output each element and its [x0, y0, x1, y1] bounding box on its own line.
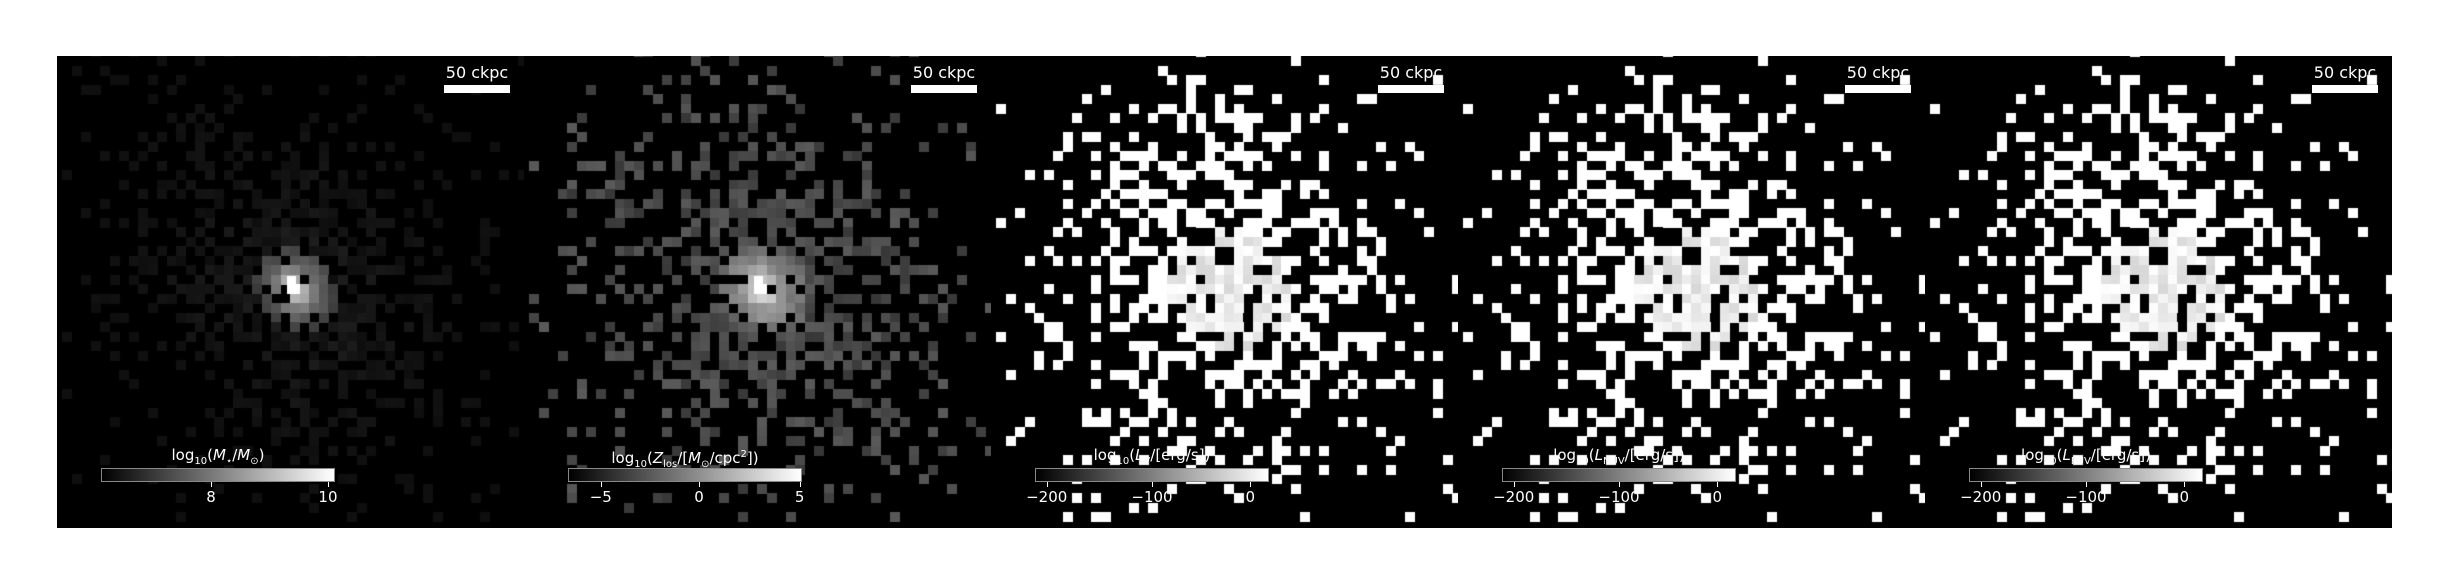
- stellar-mass-map-panel: 50 ckpc log10(M⋆/M⊙) 8 10: [57, 56, 524, 528]
- scalebar-bar: [911, 85, 977, 93]
- scalebar: 50 ckpc: [1378, 64, 1444, 93]
- colorbar-tick: [799, 482, 801, 487]
- colorbar-tick-label: 8: [206, 488, 216, 506]
- v-band-luminosity-map-panel: 50 ckpc log10(LV/[erg/s]) −200 −100 0: [991, 56, 1458, 528]
- colorbar-gradient: [568, 468, 802, 482]
- scalebar-label: 50 ckpc: [912, 63, 976, 82]
- scalebar-label: 50 ckpc: [1846, 63, 1910, 82]
- nuv-luminosity-map: [1458, 56, 1925, 528]
- metallicity-map: [524, 56, 991, 528]
- fuv-luminosity-map: [1925, 56, 2392, 528]
- colorbar-tick: [2086, 482, 2087, 487]
- colorbar-tick-label: 10: [318, 488, 338, 506]
- colorbar-label: log10(LNUV/[erg/s]): [1553, 446, 1685, 467]
- colorbar-label: log10(LFUV/[erg/s]): [2021, 446, 2151, 467]
- colorbar-tick: [1980, 482, 1982, 487]
- colorbar-tick-label: −200: [1960, 488, 2002, 506]
- stellar-mass-map: [57, 56, 524, 528]
- colorbar-tick: [210, 482, 212, 487]
- scalebar-bar: [2312, 85, 2378, 93]
- colorbar-gradient: [1502, 468, 1736, 482]
- colorbar-gradient: [1969, 468, 2203, 482]
- colorbar-tick-label: 0: [2179, 488, 2190, 506]
- fuv-luminosity-map-panel: 50 ckpc log10(LFUV/[erg/s]) −200 −100 0: [1925, 56, 2392, 528]
- scalebar-label: 50 ckpc: [1379, 63, 1443, 82]
- nuv-luminosity-map-panel: 50 ckpc log10(LNUV/[erg/s]) −200 −100 0: [1458, 56, 1925, 528]
- colorbar-tick: [1250, 482, 1252, 487]
- colorbar-label: log10(Zlos/[M⊙/cpc2]): [611, 449, 759, 470]
- colorbar-tick: [1619, 482, 1620, 487]
- colorbar-tick-label: −100: [1131, 488, 1173, 506]
- colorbar-tick-label: −200: [1493, 488, 1535, 506]
- colorbar-tick-label: 0: [1245, 488, 1256, 506]
- colorbar-tick: [2184, 482, 2186, 487]
- colorbar-tick-label: −5: [589, 488, 612, 506]
- scalebar-label: 50 ckpc: [445, 63, 509, 82]
- colorbar-tick-label: −200: [1026, 488, 1068, 506]
- scalebar-label: 50 ckpc: [2313, 63, 2377, 82]
- colorbar-label: log10(LV/[erg/s]): [1093, 446, 1211, 467]
- scalebar: 50 ckpc: [911, 64, 977, 93]
- colorbar-tick-label: 0: [694, 488, 704, 506]
- colorbar-gradient: [101, 468, 335, 482]
- colorbar-tick: [1717, 482, 1719, 487]
- colorbar-tick: [699, 482, 701, 487]
- colorbar-label: log10(M⋆/M⊙): [171, 446, 265, 467]
- scalebar-bar: [1845, 85, 1911, 93]
- v-band-luminosity-map: [991, 56, 1458, 528]
- scalebar: 50 ckpc: [1845, 64, 1911, 93]
- colorbar-tick-label: −100: [2065, 488, 2107, 506]
- metallicity-map-panel: 50 ckpc log10(Zlos/[M⊙/cpc2]) −5 0 5: [524, 56, 991, 528]
- colorbar-tick: [1152, 482, 1153, 487]
- galaxy-map-strip: 50 ckpc log10(M⋆/M⊙) 8 10 50 ckpc log10(…: [57, 56, 2392, 528]
- scalebar-bar: [444, 85, 510, 93]
- colorbar-tick-label: 5: [794, 488, 805, 506]
- colorbar-tick: [1046, 482, 1048, 487]
- colorbar-tick: [327, 482, 329, 487]
- colorbar-gradient: [1035, 468, 1269, 482]
- colorbar-tick-label: 0: [1712, 488, 1723, 506]
- scalebar: 50 ckpc: [444, 64, 510, 93]
- colorbar-tick-label: −100: [1598, 488, 1640, 506]
- colorbar-tick: [600, 482, 602, 487]
- colorbar-tick: [1513, 482, 1515, 487]
- scalebar-bar: [1378, 85, 1444, 93]
- scalebar: 50 ckpc: [2312, 64, 2378, 93]
